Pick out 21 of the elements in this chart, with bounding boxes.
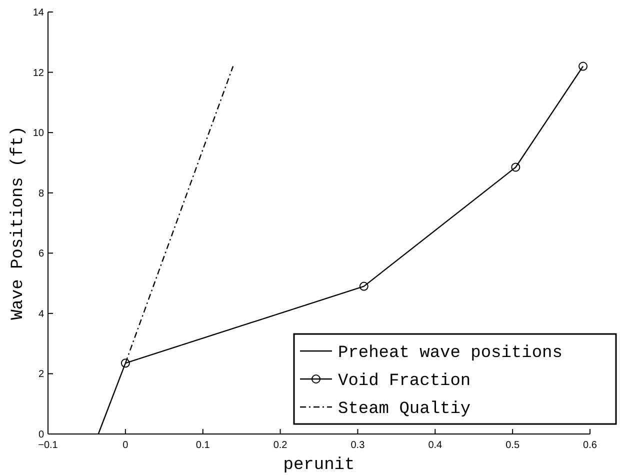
x-tick-label: −0.1 bbox=[38, 440, 58, 451]
x-tick-label: 0.6 bbox=[583, 440, 598, 451]
legend-label: Steam Qualtiy bbox=[338, 400, 471, 419]
y-tick-label: 14 bbox=[32, 8, 44, 18]
x-tick-label: 0 bbox=[122, 440, 129, 451]
y-tick-label: 10 bbox=[32, 128, 44, 140]
y-tick-label: 2 bbox=[38, 369, 44, 380]
x-tick-label: 0.4 bbox=[428, 440, 443, 451]
y-tick-label: 0 bbox=[38, 430, 44, 440]
x-tick-label: 0.2 bbox=[273, 440, 288, 451]
x-axis-title: perunit bbox=[283, 456, 355, 475]
legend-label: Void Fraction bbox=[338, 372, 471, 391]
y-tick-label: 12 bbox=[32, 68, 44, 79]
y-tick-label: 4 bbox=[38, 308, 44, 320]
legend-label: Preheat wave positions bbox=[338, 344, 562, 363]
x-tick-label: 0.1 bbox=[196, 440, 210, 451]
x-tick-label: 0.5 bbox=[506, 440, 520, 451]
y-axis-title: Wave Positions (ft) bbox=[9, 126, 28, 320]
y-tick-label: 6 bbox=[38, 248, 44, 260]
x-tick-label: 0.3 bbox=[350, 440, 366, 451]
y-tick-label: 8 bbox=[38, 188, 44, 200]
